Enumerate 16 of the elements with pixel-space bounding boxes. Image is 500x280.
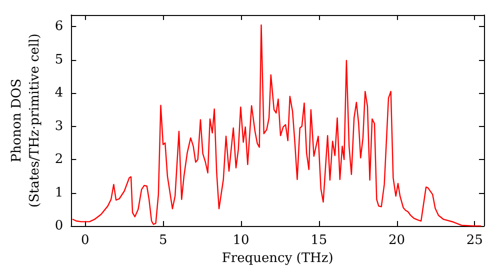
- y-tick-label: 3: [54, 118, 64, 134]
- y-tick-label: 1: [54, 185, 64, 200]
- y-tick-label: 2: [54, 152, 64, 168]
- x-tick-label: 10: [232, 233, 250, 248]
- x-tick-label: 0: [81, 233, 90, 248]
- line-series: [72, 24, 482, 227]
- y-tick-label: 0: [54, 218, 64, 234]
- y-tick-label: 4: [54, 86, 64, 101]
- y-axis-title: Phonon DOS (States/THz·primitive cell): [10, 33, 42, 208]
- y-tick-label: 6: [54, 19, 64, 34]
- x-tick-label: 25: [466, 233, 483, 248]
- x-axis-title: Frequency (THz): [222, 250, 334, 266]
- y-tick-label: 5: [54, 52, 64, 68]
- x-tick-label: 20: [388, 233, 406, 248]
- x-tick-label: 15: [310, 233, 328, 248]
- x-tick-label: 5: [158, 233, 168, 248]
